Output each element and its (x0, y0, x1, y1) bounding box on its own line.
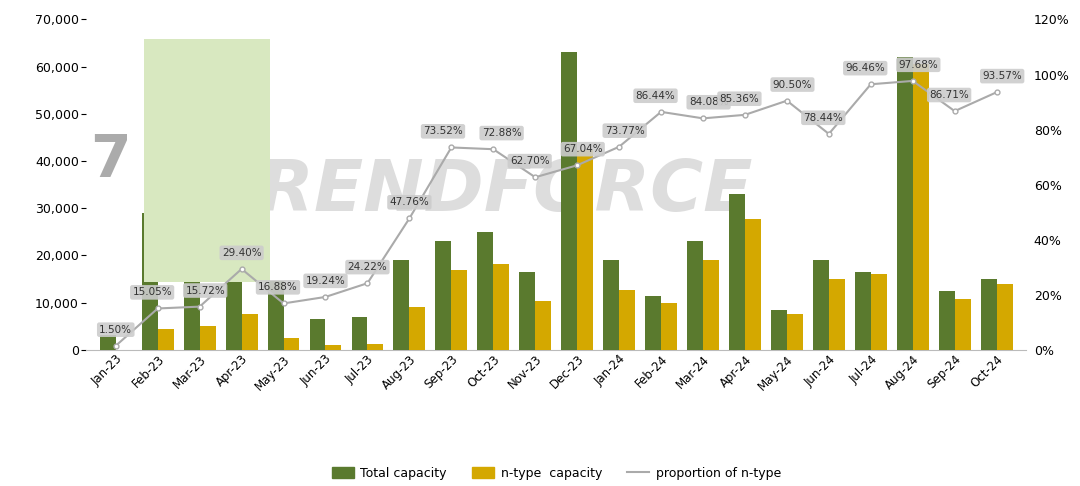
proportion of n-type (739, 112, 752, 118)
proportion of n-type (697, 116, 710, 122)
Text: 47.76%: 47.76% (390, 197, 429, 207)
Bar (577, 150, 593, 350)
Bar (981, 279, 997, 350)
proportion of n-type (361, 280, 374, 286)
proportion of n-type (403, 215, 416, 221)
Bar (536, 301, 551, 350)
Text: 29.40%: 29.40% (221, 248, 261, 258)
proportion of n-type (864, 81, 877, 87)
proportion of n-type (319, 294, 332, 300)
Text: 86.44%: 86.44% (636, 91, 675, 101)
Bar (745, 219, 761, 350)
Bar (284, 338, 299, 350)
Bar (99, 335, 116, 350)
Text: 19.24%: 19.24% (306, 276, 346, 286)
proportion of n-type (612, 144, 625, 150)
Text: TRENDFORCE: TRENDFORCE (210, 157, 753, 226)
Bar (226, 227, 242, 350)
Line: proportion of n-type: proportion of n-type (113, 78, 999, 348)
proportion of n-type (529, 174, 542, 180)
Bar (828, 279, 845, 350)
proportion of n-type (654, 109, 667, 115)
Text: 1.50%: 1.50% (99, 325, 132, 335)
Text: 16.88%: 16.88% (258, 282, 298, 292)
Bar (200, 326, 216, 350)
proportion of n-type (906, 78, 919, 84)
Bar (494, 264, 510, 350)
Text: 15.05%: 15.05% (133, 287, 172, 297)
proportion of n-type (278, 300, 291, 306)
Bar (477, 232, 494, 350)
Bar (687, 242, 703, 350)
Text: 24.22%: 24.22% (348, 262, 388, 272)
Bar (645, 295, 661, 350)
FancyBboxPatch shape (144, 39, 270, 282)
proportion of n-type (445, 144, 458, 150)
Bar (242, 314, 257, 350)
Bar (913, 64, 929, 350)
Bar (310, 319, 325, 350)
proportion of n-type (570, 162, 583, 168)
Bar (703, 260, 719, 350)
Text: 84.08%: 84.08% (689, 97, 728, 107)
Text: 93.57%: 93.57% (983, 71, 1022, 81)
Bar (435, 242, 451, 350)
Bar (787, 313, 802, 350)
Text: 72.88%: 72.88% (482, 128, 522, 138)
Bar (184, 201, 200, 350)
Bar (855, 272, 870, 350)
proportion of n-type (990, 89, 1003, 95)
Text: 67.04%: 67.04% (563, 144, 603, 154)
Text: 15.72%: 15.72% (186, 285, 225, 295)
Bar (268, 281, 284, 350)
proportion of n-type (109, 343, 122, 349)
Text: 96.46%: 96.46% (846, 63, 886, 73)
Bar (351, 317, 367, 350)
Bar (325, 345, 341, 350)
proportion of n-type (781, 98, 794, 104)
Bar (771, 310, 787, 350)
Bar (997, 284, 1013, 350)
Text: 7: 7 (91, 132, 131, 189)
Bar (409, 308, 426, 350)
Bar (158, 329, 174, 350)
Bar (939, 291, 955, 350)
proportion of n-type (151, 306, 164, 312)
Text: 73.77%: 73.77% (605, 126, 645, 136)
Text: 85.36%: 85.36% (719, 94, 759, 104)
Text: 97.68%: 97.68% (899, 60, 939, 70)
Bar (813, 260, 828, 350)
Bar (519, 272, 536, 350)
Bar (393, 260, 409, 350)
Bar (619, 290, 635, 350)
Bar (604, 260, 619, 350)
Bar (729, 194, 745, 350)
Text: 62.70%: 62.70% (510, 156, 550, 166)
Bar (661, 303, 677, 350)
Text: 90.50%: 90.50% (772, 80, 812, 89)
proportion of n-type (487, 146, 500, 152)
Bar (562, 52, 577, 350)
Bar (451, 270, 468, 350)
proportion of n-type (235, 266, 248, 272)
Bar (141, 213, 158, 350)
proportion of n-type (948, 108, 961, 114)
Text: 86.71%: 86.71% (929, 90, 969, 100)
Bar (955, 299, 971, 350)
proportion of n-type (193, 304, 206, 310)
Bar (367, 344, 383, 350)
Text: 78.44%: 78.44% (804, 113, 843, 123)
Bar (896, 57, 913, 350)
Text: 73.52%: 73.52% (423, 126, 463, 137)
Legend: Total capacity, n-type  capacity, proportion of n-type: Total capacity, n-type capacity, proport… (326, 462, 786, 485)
proportion of n-type (822, 131, 835, 137)
Bar (870, 275, 887, 350)
